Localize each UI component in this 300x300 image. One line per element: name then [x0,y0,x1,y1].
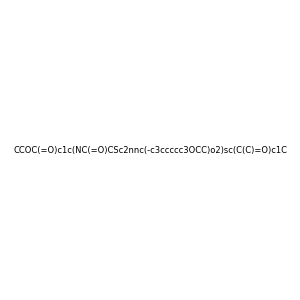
Text: CCOC(=O)c1c(NC(=O)CSc2nnc(-c3ccccc3OCC)o2)sc(C(C)=O)c1C: CCOC(=O)c1c(NC(=O)CSc2nnc(-c3ccccc3OCC)o… [13,146,287,154]
